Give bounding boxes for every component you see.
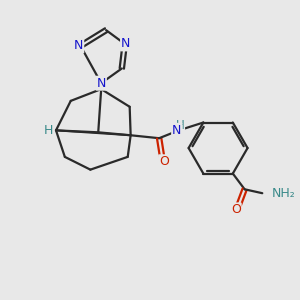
Text: NH₂: NH₂ <box>272 187 296 200</box>
Text: N: N <box>172 124 182 137</box>
Text: H: H <box>176 119 184 132</box>
Text: N: N <box>121 38 130 50</box>
Text: O: O <box>159 155 169 168</box>
Text: H: H <box>44 124 53 137</box>
Text: N: N <box>97 77 106 90</box>
Text: O: O <box>231 203 241 216</box>
Text: N: N <box>74 39 83 52</box>
